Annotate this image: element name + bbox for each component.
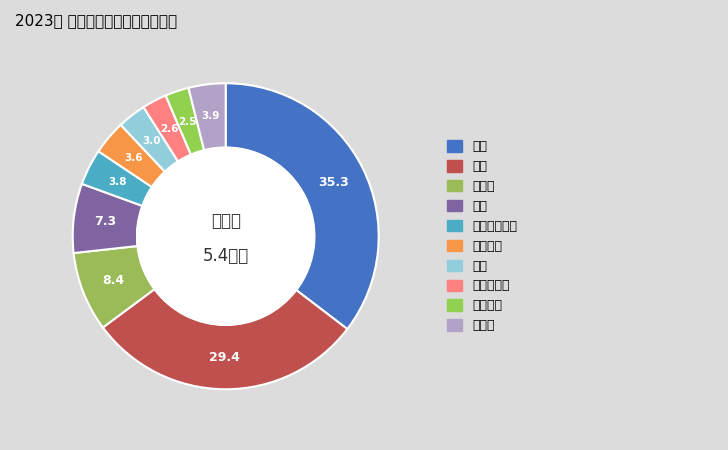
Wedge shape	[189, 83, 226, 150]
Wedge shape	[98, 125, 165, 187]
Text: 5.4億円: 5.4億円	[202, 247, 249, 265]
Wedge shape	[82, 151, 152, 206]
Wedge shape	[74, 246, 154, 328]
Text: 3.8: 3.8	[108, 176, 127, 187]
Text: 35.3: 35.3	[319, 176, 349, 189]
Wedge shape	[103, 289, 347, 389]
Wedge shape	[226, 83, 379, 329]
Text: 2.6: 2.6	[160, 124, 178, 134]
Text: 7.3: 7.3	[95, 216, 116, 228]
Wedge shape	[73, 184, 142, 253]
Text: 3.6: 3.6	[124, 153, 143, 163]
Text: 8.4: 8.4	[102, 274, 124, 287]
Text: 2023年 輸出相手国のシェア（％）: 2023年 輸出相手国のシェア（％）	[15, 14, 177, 28]
Wedge shape	[166, 88, 204, 155]
Circle shape	[137, 148, 314, 325]
Text: 3.9: 3.9	[202, 111, 220, 122]
Wedge shape	[121, 107, 178, 171]
Text: 3.0: 3.0	[142, 136, 161, 146]
Text: 29.4: 29.4	[210, 351, 240, 364]
Text: 2.5: 2.5	[178, 117, 197, 127]
Text: 総　額: 総 額	[210, 212, 241, 230]
Legend: 米国, 台湾, トルコ, 韓国, シンガポール, ベトナム, 豪州, ポルトガル, オランダ, その他: 米国, 台湾, トルコ, 韓国, シンガポール, ベトナム, 豪州, ポルトガル…	[443, 135, 522, 337]
Wedge shape	[143, 95, 191, 162]
